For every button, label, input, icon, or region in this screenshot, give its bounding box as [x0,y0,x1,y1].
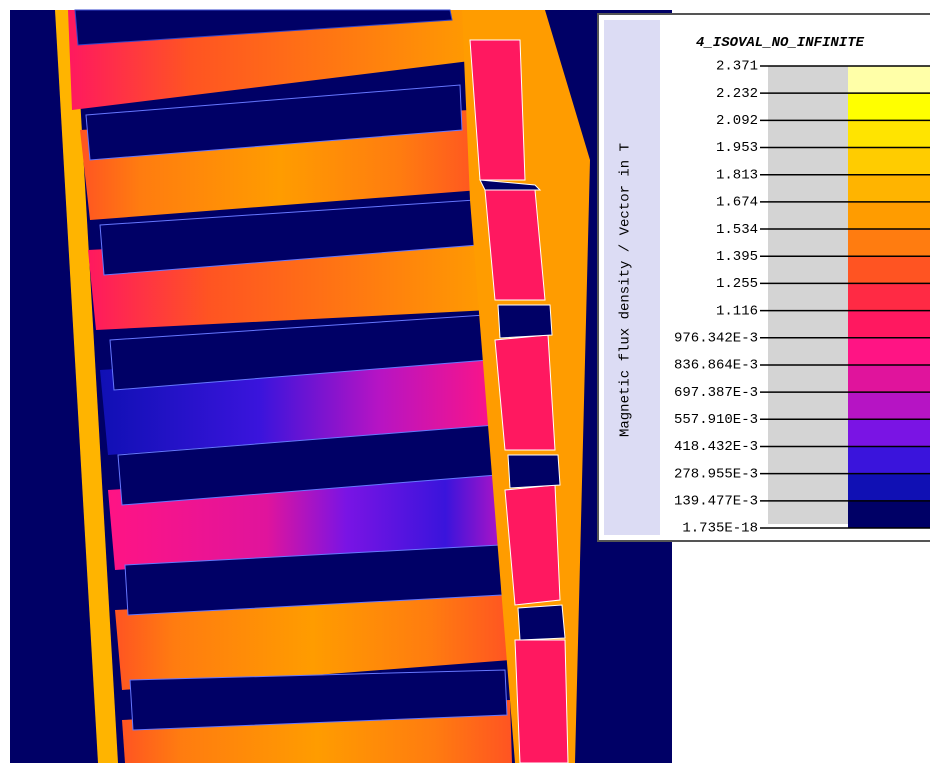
color-swatch [848,365,930,392]
color-swatch [848,229,930,256]
level-label: 2.232 [716,86,758,102]
screenshot: 4_ISOVAL_NO_INFINITE Magnetic flux densi… [0,0,930,763]
color-swatch [848,93,930,120]
level-label: 1.674 [716,195,758,211]
level-label: 278.955E-3 [674,466,758,482]
color-swatch [848,148,930,175]
color-swatch [848,311,930,338]
level-label: 697.387E-3 [674,385,758,401]
level-label: 1.116 [716,303,758,319]
color-swatch [848,175,930,202]
level-label: 1.255 [716,276,758,292]
color-swatch [848,474,930,501]
color-swatch [848,283,930,310]
level-label: 1.813 [716,167,758,183]
legend-title: 4_ISOVAL_NO_INFINITE [696,35,865,51]
level-label: 1.395 [716,249,758,265]
page: {"legend": { "title": "4_ISOVAL_NO_INFIN… [0,0,930,763]
color-swatch [848,419,930,446]
level-label: 836.864E-3 [674,358,758,374]
color-swatch [848,501,930,528]
level-label: 1.534 [716,222,758,238]
level-label: 976.342E-3 [674,330,758,346]
color-swatch [848,338,930,365]
level-label: 418.432E-3 [674,439,758,455]
color-swatch [848,120,930,147]
color-swatch [848,256,930,283]
legend: 4_ISOVAL_NO_INFINITE Magnetic flux densi… [598,14,930,541]
level-label: 2.371 [716,59,758,75]
level-label: 139.477E-3 [674,494,758,510]
color-swatch [848,446,930,473]
level-label: 1.953 [716,140,758,156]
color-swatch [848,392,930,419]
legend-quantity: Magnetic flux density / Vector in T [618,143,634,437]
color-swatch [848,66,930,93]
field-plot [10,10,672,763]
level-label: 557.910E-3 [674,412,758,428]
level-label: 2.092 [716,113,758,129]
level-label: 1.735E-18 [682,521,758,537]
color-swatch [848,202,930,229]
